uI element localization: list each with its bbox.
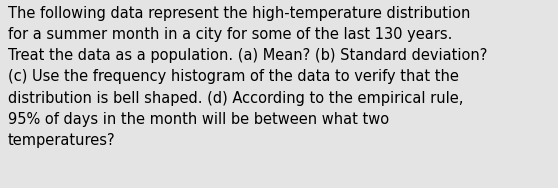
Text: The following data represent the high-temperature distribution
for a summer mont: The following data represent the high-te… — [8, 6, 487, 148]
